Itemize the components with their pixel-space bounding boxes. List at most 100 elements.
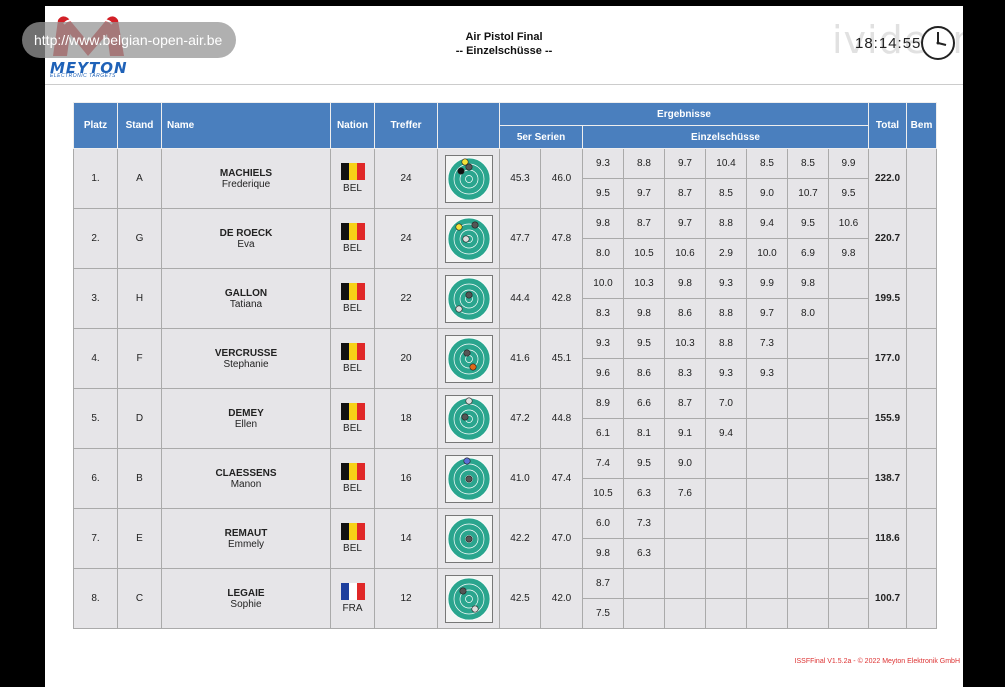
cell-shot: 9.5 xyxy=(623,448,665,479)
col-target xyxy=(437,102,500,149)
table-row-shots: 8.3 9.8 8.6 8.8 9.7 8.0 xyxy=(74,298,937,329)
cell-shot: 9.8 xyxy=(787,268,829,299)
cell-shot: 8.7 xyxy=(623,208,665,239)
logo-brand: MEYTON xyxy=(50,59,128,77)
cell-shot: 9.7 xyxy=(664,148,706,179)
cell-shot: 8.5 xyxy=(705,178,747,209)
cell-bem xyxy=(906,568,937,629)
cell-shot xyxy=(705,538,747,569)
cell-hits: 20 xyxy=(374,328,438,389)
col-stand: Stand xyxy=(117,102,162,149)
cell-shot: 8.3 xyxy=(664,358,706,389)
cell-total: 100.7 xyxy=(868,568,907,629)
cell-shot xyxy=(746,598,788,629)
cell-hits: 14 xyxy=(374,508,438,569)
header-divider xyxy=(45,84,963,85)
cell-shot: 8.3 xyxy=(582,298,624,329)
cell-shot xyxy=(787,598,829,629)
table-row-shots: 9.8 6.3 xyxy=(74,538,937,569)
title-sub: -- Einzelschüsse -- xyxy=(455,45,553,57)
cell-stand: C xyxy=(117,568,162,629)
cell-shot xyxy=(705,448,747,479)
cell-shot: 9.0 xyxy=(664,448,706,479)
cell-shot: 9.3 xyxy=(582,328,624,359)
cell-shot: 9.1 xyxy=(664,418,706,449)
table-row: 7. E REMAUT Emmely BEL 14 42.2 47.0 6.0 7.3 118.6 xyxy=(73,508,937,569)
cell-target xyxy=(437,388,500,449)
cell-name: LEGAIE Sophie xyxy=(161,568,331,629)
cell-shot xyxy=(828,448,869,479)
cell-shot: 7.6 xyxy=(664,478,706,509)
clock-time: 18:14:55 xyxy=(855,35,922,52)
target-icon xyxy=(444,274,493,323)
table-row: 3. H GALLON Tatiana BEL 22 44.4 42.8 10.0 10.3 9.8… xyxy=(73,268,937,329)
cell-shot xyxy=(705,568,747,599)
cell-shot xyxy=(705,508,747,539)
col-einzel: Einzelschüsse xyxy=(582,125,869,149)
cell-hits: 22 xyxy=(374,268,438,329)
cell-shot: 8.8 xyxy=(623,148,665,179)
footer-version: ISSFFinal V1.5.2a - © 2022 Meyton Elektr… xyxy=(794,658,960,665)
cell-shot: 6.0 xyxy=(582,508,624,539)
cell-shot: 9.3 xyxy=(582,148,624,179)
cell-place: 4. xyxy=(73,328,118,389)
cell-shot: 8.8 xyxy=(705,298,747,329)
cell-shot: 10.4 xyxy=(705,148,747,179)
nation-code: BEL xyxy=(343,483,362,494)
cell-shot xyxy=(828,358,869,389)
cell-shot: 8.7 xyxy=(582,568,624,599)
athlete-firstname: Tatiana xyxy=(229,298,263,310)
cell-total: 222.0 xyxy=(868,148,907,209)
cell-place: 8. xyxy=(73,568,118,629)
cell-shot: 10.5 xyxy=(623,238,665,269)
cell-shot: 9.5 xyxy=(623,328,665,359)
clock-icon xyxy=(921,26,955,60)
cell-shot: 9.3 xyxy=(705,358,747,389)
col-series: 5er Serien xyxy=(499,125,583,149)
cell-total: 220.7 xyxy=(868,208,907,269)
target-icon xyxy=(444,394,493,443)
cell-shot xyxy=(787,508,829,539)
athlete-lastname: VERCRUSSE xyxy=(214,347,278,359)
cell-shot: 8.6 xyxy=(623,358,665,389)
cell-target xyxy=(437,328,500,389)
cell-shot: 9.8 xyxy=(582,538,624,569)
cell-shot: 10.5 xyxy=(582,478,624,509)
cell-shot: 10.3 xyxy=(623,268,665,299)
cell-shot xyxy=(828,298,869,329)
cell-total: 118.6 xyxy=(868,508,907,569)
cell-shot: 9.3 xyxy=(746,358,788,389)
cell-shot: 8.5 xyxy=(787,148,829,179)
cell-bem xyxy=(906,508,937,569)
cell-shot: 6.3 xyxy=(623,478,665,509)
cell-shot xyxy=(664,508,706,539)
cell-shot xyxy=(828,268,869,299)
cell-series-1: 45.3 xyxy=(499,148,541,209)
cell-shot xyxy=(705,478,747,509)
cell-shot: 7.0 xyxy=(705,388,747,419)
cell-shot: 9.5 xyxy=(828,178,869,209)
cell-shot xyxy=(787,478,829,509)
cell-shot xyxy=(746,538,788,569)
table-row-shots: 9.6 8.6 8.3 9.3 9.3 xyxy=(74,358,937,389)
athlete-lastname: DEMEY xyxy=(228,407,264,419)
cell-shot: 8.9 xyxy=(582,388,624,419)
cell-series-1: 47.7 xyxy=(499,208,541,269)
table-row: 2. G DE ROECK Eva BEL 24 47.7 47.8 9.8 8.7 9.7 8.8 9… xyxy=(73,208,937,269)
cell-nation: BEL xyxy=(330,268,375,329)
cell-bem xyxy=(906,448,937,509)
cell-shot xyxy=(746,388,788,419)
cell-shot xyxy=(828,568,869,599)
cell-nation: BEL xyxy=(330,328,375,389)
cell-shot: 10.3 xyxy=(664,328,706,359)
cell-shot: 8.8 xyxy=(705,208,747,239)
col-platz: Platz xyxy=(73,102,118,149)
cell-shot xyxy=(787,418,829,449)
cell-name: GALLON Tatiana xyxy=(161,268,331,329)
cell-shot: 9.7 xyxy=(623,178,665,209)
results-body: 1. A MACHIELS Frederique BEL 24 45.3 46.0 9.3 8.8… xyxy=(73,148,937,629)
cell-bem xyxy=(906,388,937,449)
cell-series-2: 42.8 xyxy=(540,268,583,329)
cell-shot xyxy=(623,568,665,599)
cell-series-2: 47.8 xyxy=(540,208,583,269)
